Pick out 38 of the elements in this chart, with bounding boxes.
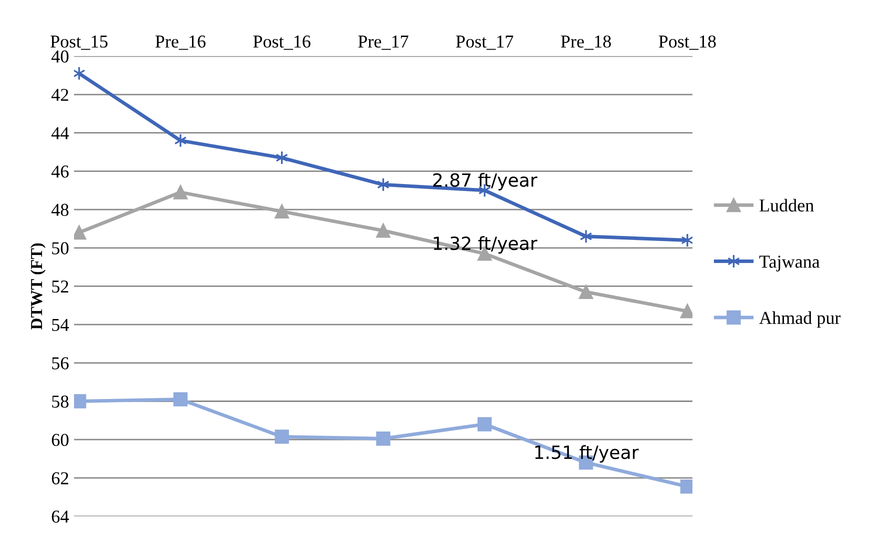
y-tick-label: 60	[52, 434, 68, 446]
x-tick-label: Pre_16	[155, 36, 206, 50]
point	[173, 185, 188, 200]
y-tick-label: 54	[52, 318, 69, 332]
y-tick-label: 58	[52, 396, 68, 408]
y-tick-label: 62	[52, 472, 68, 484]
point	[478, 417, 492, 432]
y-tick-label: 56	[52, 357, 69, 370]
y-tick-label: 52	[52, 280, 68, 293]
x-tick-label: Post_17	[456, 36, 514, 50]
y-axis-title: DTWT (FT)	[30, 243, 46, 330]
point	[578, 284, 594, 300]
y-tick-label: 46	[51, 166, 69, 178]
legend-label: Ahmad pur	[759, 311, 841, 328]
point	[173, 392, 188, 406]
y-tick-label: 48	[51, 204, 68, 216]
x-tick-label: Pre_18	[560, 35, 611, 50]
y-tick-label: 42	[51, 88, 68, 101]
point	[274, 204, 289, 219]
y-tick-label: 50	[52, 242, 68, 254]
annotation: 1.32 ft/year	[434, 236, 538, 254]
point	[681, 233, 692, 248]
y-tick-label: 40	[51, 50, 68, 63]
annotation: 1.51 ft/year	[535, 445, 639, 463]
x-tick-label: Post_16	[253, 36, 310, 50]
y-tick-label: 44	[51, 127, 69, 140]
legend-label: Ludden	[760, 198, 814, 212]
x-tick-label: Post_18	[658, 35, 716, 50]
y-tick-label: 64	[52, 510, 69, 523]
point	[376, 224, 390, 238]
x-tick-label: Post_15	[50, 36, 108, 50]
point	[376, 432, 390, 446]
legend-label: Tajwana	[759, 256, 820, 272]
annotation: 2.87 ft/year	[433, 172, 538, 190]
x-tick-label: Pre_17	[358, 36, 408, 50]
point	[580, 229, 592, 244]
point	[274, 430, 289, 444]
point	[174, 133, 187, 148]
